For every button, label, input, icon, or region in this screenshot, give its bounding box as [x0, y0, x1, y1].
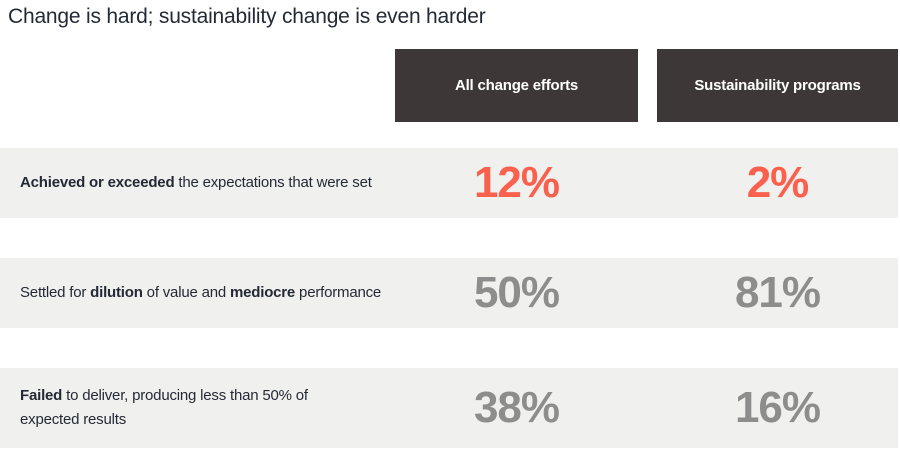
row-label-segment: of value and [142, 284, 230, 301]
value-cell-sustainability-programs: 16% [734, 383, 821, 432]
value-cell-sustainability-programs: 81% [734, 268, 821, 317]
value-cell-all-change-efforts: 12% [473, 158, 560, 207]
value-cell-all-change-efforts: 50% [473, 268, 560, 317]
column-header-sustainability-programs: Sustainability programs [657, 49, 898, 122]
row-label-segment: to deliver, producing less than 50% of e… [20, 387, 308, 428]
value-cell-sustainability-programs: 2% [746, 158, 810, 207]
value-cell-all-change-efforts: 38% [473, 383, 560, 432]
row-label: Failed to deliver, producing less than 5… [0, 384, 395, 432]
column-headers: All change efforts Sustainability progra… [395, 49, 898, 122]
row-label-segment: Settled for [20, 284, 91, 301]
row-label-segment: Achieved or exceeded [20, 174, 175, 191]
page-title: Change is hard; sustainability change is… [8, 5, 486, 28]
table-row-failed-to-deliver: Failed to deliver, producing less than 5… [0, 368, 898, 448]
row-label-segment: dilution [90, 284, 143, 301]
row-label-segment: the expectations that were set [174, 174, 372, 191]
table-row-achieved-or-exceeded: Achieved or exceeded the expectations th… [0, 148, 898, 218]
row-label-segment: mediocre [229, 284, 296, 301]
row-label: Achieved or exceeded the expectations th… [0, 171, 395, 195]
row-label-segment: Failed [20, 387, 63, 404]
column-header-all-change-efforts: All change efforts [395, 49, 638, 122]
row-label-segment: performance [295, 284, 382, 301]
row-label: Settled for dilution of value and medioc… [0, 281, 395, 305]
table-row-settled-for-dilution: Settled for dilution of value and medioc… [0, 258, 898, 328]
